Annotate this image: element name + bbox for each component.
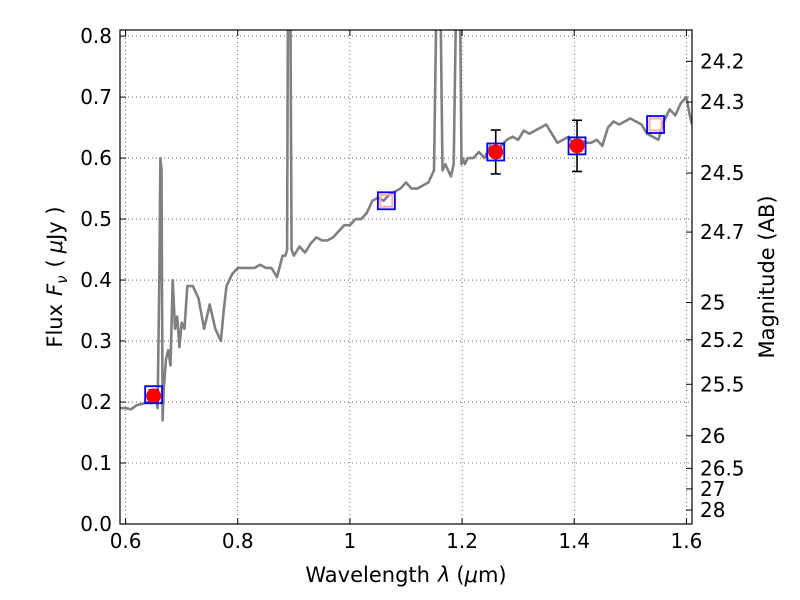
x-axis-label: Wavelength λ (μm) — [305, 563, 506, 587]
y2-axis-label: Magnitude (AB) — [755, 195, 779, 358]
y-tick-label: 0.3 — [80, 329, 112, 353]
x-tick-label: 0.8 — [222, 529, 254, 553]
y2-tick-label: 24.2 — [700, 49, 745, 73]
y2-tick-label: 26.5 — [700, 456, 745, 480]
y2-tick-label: 25.2 — [700, 328, 745, 352]
y2-tick-label: 25 — [700, 291, 725, 315]
x-tick-label: 1.2 — [446, 529, 478, 553]
y-tick-label: 0.2 — [80, 390, 112, 414]
plot-frame — [119, 29, 693, 525]
y2-tick-label: 26 — [700, 424, 725, 448]
y2-tick-label: 25.5 — [700, 372, 745, 396]
x-tick-label: 1.4 — [558, 529, 590, 553]
series-layer — [120, 30, 692, 422]
y2-tick-label: 28 — [700, 498, 725, 522]
x-tick-label: 0.6 — [110, 529, 142, 553]
y2-tick-label: 24.5 — [700, 161, 745, 185]
model-photometry-marker — [376, 191, 396, 211]
ticks: 0.6 0.8 1 1.2 1.4 1.6 0.0 0.1 0.2 0.3 0.4 0.5 0.6 0.7… — [80, 24, 744, 553]
model-photometry-marker — [486, 142, 506, 162]
y2-tick-label: 27 — [700, 477, 725, 501]
y-tick-label: 0.7 — [80, 85, 112, 109]
observed-photometry-point — [569, 138, 585, 154]
y-tick-label: 0.6 — [80, 146, 112, 170]
y-tick-label: 0.5 — [80, 207, 112, 231]
y2-tick-label: 24.7 — [700, 220, 745, 244]
y-axis-label: FluxFν(μJy ) — [43, 206, 71, 347]
y-tick-label: 0.8 — [80, 24, 112, 48]
faint-photometry-marker — [379, 193, 394, 208]
model-photometry-marker — [144, 385, 164, 405]
model-photometry-marker — [646, 115, 665, 134]
plot-background — [120, 30, 692, 524]
y-tick-label: 0.4 — [80, 268, 112, 292]
observed-photometry-point — [488, 144, 504, 160]
y-tick-label: 0.0 — [80, 512, 112, 536]
y2-tick-label: 24.3 — [700, 90, 745, 114]
faint-photometry-marker — [648, 117, 663, 132]
observed-photometry-point — [146, 388, 162, 404]
x-tick-label: 1 — [344, 529, 357, 553]
y-tick-label: 0.1 — [80, 451, 112, 475]
x-tick-label: 1.6 — [670, 529, 702, 553]
model-photometry-marker — [567, 136, 587, 156]
